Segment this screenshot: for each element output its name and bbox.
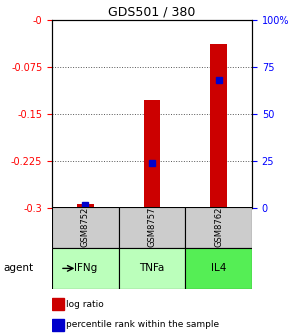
Bar bbox=[119, 207, 185, 248]
Text: GSM8762: GSM8762 bbox=[214, 207, 223, 247]
Text: IFNg: IFNg bbox=[74, 263, 97, 274]
Bar bbox=[119, 248, 185, 289]
Text: percentile rank within the sample: percentile rank within the sample bbox=[66, 320, 219, 329]
Bar bbox=[52, 207, 119, 248]
Bar bbox=[144, 100, 160, 208]
Text: log ratio: log ratio bbox=[66, 300, 104, 309]
Text: GSM8752: GSM8752 bbox=[81, 207, 90, 247]
Bar bbox=[185, 248, 252, 289]
Title: GDS501 / 380: GDS501 / 380 bbox=[108, 6, 196, 19]
Bar bbox=[52, 319, 64, 331]
Bar bbox=[52, 298, 64, 310]
Text: TNFa: TNFa bbox=[139, 263, 165, 274]
Bar bbox=[77, 204, 94, 208]
Text: agent: agent bbox=[3, 263, 33, 274]
Bar bbox=[52, 248, 119, 289]
Text: GSM8757: GSM8757 bbox=[148, 207, 157, 247]
Bar bbox=[210, 44, 227, 208]
Bar bbox=[185, 207, 252, 248]
Text: IL4: IL4 bbox=[211, 263, 226, 274]
